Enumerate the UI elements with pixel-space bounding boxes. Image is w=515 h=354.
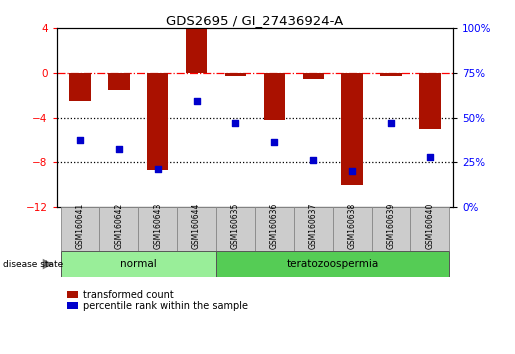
Bar — [225, 73, 246, 76]
Text: GSM160643: GSM160643 — [153, 203, 162, 249]
Bar — [419, 73, 440, 129]
Text: GSM160635: GSM160635 — [231, 203, 240, 249]
Point — [193, 98, 201, 104]
Bar — [67, 302, 78, 309]
Text: disease state: disease state — [3, 259, 63, 269]
Bar — [70, 73, 91, 101]
Point — [231, 120, 239, 126]
Bar — [341, 73, 363, 185]
Text: GSM160638: GSM160638 — [348, 203, 356, 249]
Text: GSM160644: GSM160644 — [192, 203, 201, 249]
Bar — [61, 251, 216, 277]
Text: GSM160636: GSM160636 — [270, 203, 279, 249]
Polygon shape — [43, 259, 53, 269]
Bar — [264, 73, 285, 120]
Point — [309, 157, 317, 163]
Text: teratozoospermia: teratozoospermia — [286, 259, 379, 269]
Bar — [216, 207, 255, 251]
Bar — [186, 28, 208, 73]
Bar — [147, 73, 168, 170]
Bar — [99, 207, 139, 251]
Bar — [410, 207, 449, 251]
Point — [115, 146, 123, 152]
Text: percentile rank within the sample: percentile rank within the sample — [83, 301, 248, 310]
Point — [76, 137, 84, 143]
Point — [270, 139, 279, 145]
Text: GSM160642: GSM160642 — [114, 203, 124, 249]
Bar — [216, 251, 449, 277]
Bar — [139, 207, 177, 251]
Text: transformed count: transformed count — [83, 290, 174, 300]
Text: GSM160637: GSM160637 — [308, 203, 318, 249]
Text: GSM160639: GSM160639 — [386, 203, 396, 249]
Bar — [108, 73, 130, 90]
Bar — [380, 73, 402, 76]
Bar — [255, 207, 294, 251]
Bar — [177, 207, 216, 251]
Bar — [67, 291, 78, 298]
Text: GSM160641: GSM160641 — [76, 203, 84, 249]
Text: normal: normal — [120, 259, 157, 269]
Bar — [302, 73, 324, 79]
Text: GSM160640: GSM160640 — [425, 203, 434, 249]
Point — [153, 166, 162, 172]
Bar — [333, 207, 371, 251]
Title: GDS2695 / GI_27436924-A: GDS2695 / GI_27436924-A — [166, 14, 344, 27]
Bar — [61, 207, 99, 251]
Bar — [371, 207, 410, 251]
Point — [426, 154, 434, 160]
Bar — [294, 207, 333, 251]
Point — [387, 120, 395, 126]
Point — [348, 169, 356, 174]
